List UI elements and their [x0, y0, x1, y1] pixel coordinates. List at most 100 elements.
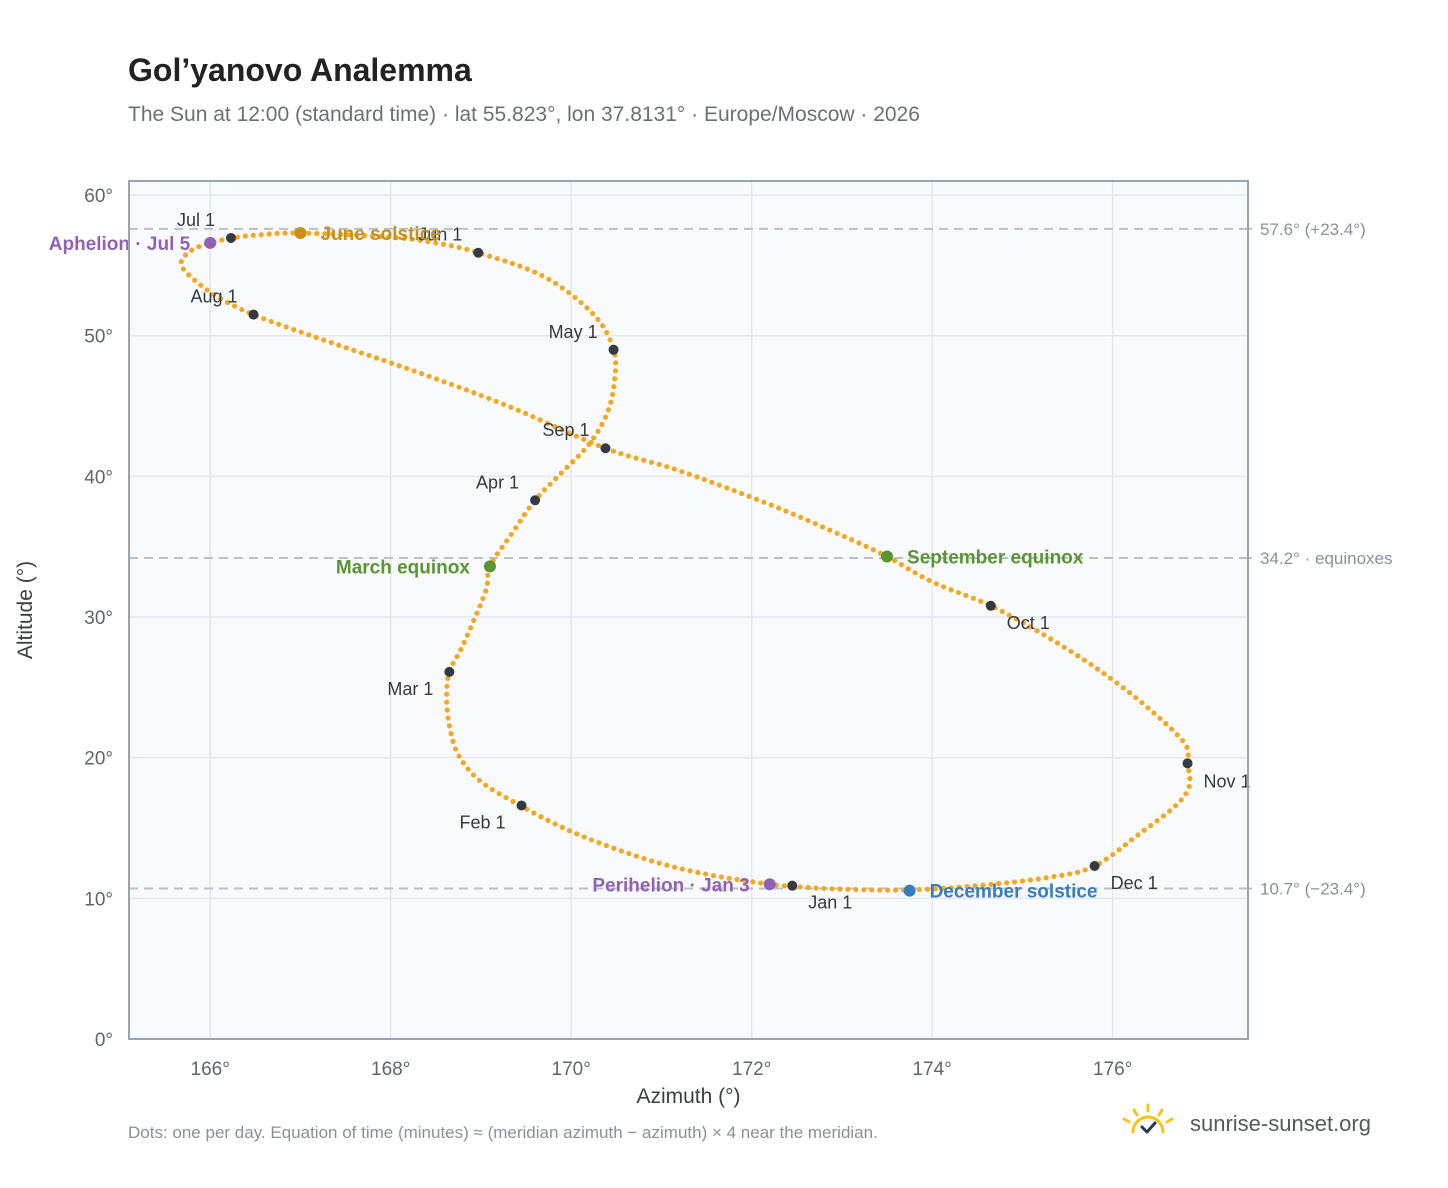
daily-sun-dot [963, 592, 969, 598]
brand-name: sunrise-sunset.org [1190, 1111, 1371, 1136]
daily-sun-dot [463, 387, 470, 393]
sun-check-icon [1118, 1102, 1178, 1151]
daily-sun-dot [552, 423, 558, 430]
daily-sun-dot [182, 252, 189, 258]
daily-sun-dot [388, 360, 395, 366]
daily-sun-dot [231, 303, 238, 309]
daily-sun-dot [508, 404, 514, 410]
daily-sun-dot [863, 543, 869, 549]
daily-sun-dot [306, 230, 312, 236]
daily-sun-dot [321, 337, 327, 343]
daily-sun-dot [956, 884, 962, 890]
daily-sun-dot [978, 598, 984, 604]
daily-sun-dot [532, 269, 538, 275]
daily-sun-dot [338, 231, 344, 238]
x-tick-label: 166° [191, 1059, 230, 1080]
event-marker-dot [294, 227, 307, 240]
daily-sun-dot [458, 646, 464, 653]
daily-sun-dot [409, 236, 415, 242]
daily-sun-dot [575, 453, 581, 459]
daily-sun-dot [1154, 818, 1160, 824]
month-marker-dot [530, 495, 541, 506]
month-marker-label: Aug 1 [190, 287, 237, 307]
daily-sun-dot [440, 241, 447, 247]
daily-sun-dot [940, 885, 946, 891]
daily-sun-dot [219, 237, 225, 243]
daily-sun-dot [948, 587, 954, 593]
reference-line-label: 34.2° · equinoxes [1260, 549, 1393, 568]
daily-sun-dot [970, 595, 976, 601]
daily-sun-dot [753, 496, 760, 502]
daily-sun-dot [1151, 710, 1157, 716]
daily-sun-dot [361, 233, 368, 239]
daily-sun-dot [547, 481, 553, 487]
daily-sun-dot [893, 887, 899, 893]
daily-sun-dot [517, 518, 523, 524]
daily-sun-dot [1035, 876, 1041, 882]
plot-area [129, 181, 1248, 1039]
daily-sun-dot [353, 232, 360, 238]
month-marker-label: May 1 [549, 322, 598, 342]
daily-sun-dot [452, 746, 459, 752]
daily-sun-dot [510, 798, 516, 805]
daily-sun-dot [648, 459, 655, 465]
daily-sun-dot [1094, 666, 1101, 672]
daily-sun-dot [441, 379, 447, 385]
daily-sun-dot [664, 464, 670, 470]
daily-sun-dot [1059, 872, 1065, 878]
event-marker-dot [903, 884, 916, 897]
daily-sun-dot [425, 238, 431, 245]
daily-sun-dot [499, 544, 505, 550]
daily-sun-dot [450, 738, 456, 744]
daily-sun-dot [522, 410, 529, 417]
daily-sun-dot [1110, 851, 1116, 858]
daily-sun-dot [566, 289, 572, 296]
daily-sun-dot [1187, 775, 1193, 782]
daily-sun-dot [559, 427, 565, 433]
event-marker-label: March equinox [336, 557, 471, 578]
daily-sun-dot [1183, 791, 1189, 797]
daily-sun-dot [605, 407, 612, 413]
daily-sun-dot [703, 871, 709, 877]
daily-sun-dot [856, 540, 862, 546]
brand[interactable]: sunrise-sunset.org [1118, 1102, 1418, 1146]
daily-sun-dot [746, 493, 752, 499]
daily-sun-dot [570, 459, 576, 465]
daily-sun-dot [1145, 705, 1151, 711]
daily-sun-dot [1051, 873, 1057, 880]
daily-sun-dot [798, 514, 804, 520]
daily-sun-dot [537, 417, 543, 423]
month-marker-dot [985, 600, 996, 611]
daily-sun-dot [373, 355, 380, 361]
daily-sun-dot [1139, 700, 1145, 706]
daily-sun-dot [445, 675, 451, 681]
daily-sun-dot [812, 521, 818, 527]
daily-sun-dot [515, 407, 521, 413]
daily-sun-dot [581, 447, 587, 454]
daily-sun-dot [1054, 640, 1061, 646]
daily-sun-dot [813, 885, 819, 891]
x-tick-label: 172° [732, 1059, 771, 1080]
month-marker-dot [473, 247, 484, 258]
daily-sun-dot [724, 485, 730, 491]
daily-sun-dot [464, 246, 470, 252]
daily-sun-dot [885, 887, 891, 893]
daily-sun-dot [346, 232, 352, 238]
daily-sun-dot [1135, 832, 1141, 838]
daily-sun-dot [211, 291, 217, 297]
daily-sun-dot [686, 471, 693, 477]
event-marker-dot [204, 236, 217, 249]
daily-sun-dot [446, 723, 453, 729]
daily-sun-dot [710, 873, 717, 879]
reference-lines: 57.6° (+23.4°) 34.2° · equinoxes 10.7° (−2… [129, 220, 1393, 898]
daily-sun-dot [258, 232, 264, 238]
daily-sun-dot [1027, 877, 1034, 883]
month-marker-dot [225, 232, 236, 243]
daily-sun-dot [618, 848, 624, 854]
daily-sun-dot [790, 511, 796, 517]
daily-sun-dot [607, 337, 613, 343]
daily-sun-dot [558, 470, 564, 476]
month-markers: Jan 1 Feb 1 Mar 1 Apr 1 May 1 Jun 1 Jul 1 Aug 1… [177, 210, 1251, 913]
daily-sun-dot [980, 882, 986, 888]
daily-sun-dot [805, 517, 811, 524]
